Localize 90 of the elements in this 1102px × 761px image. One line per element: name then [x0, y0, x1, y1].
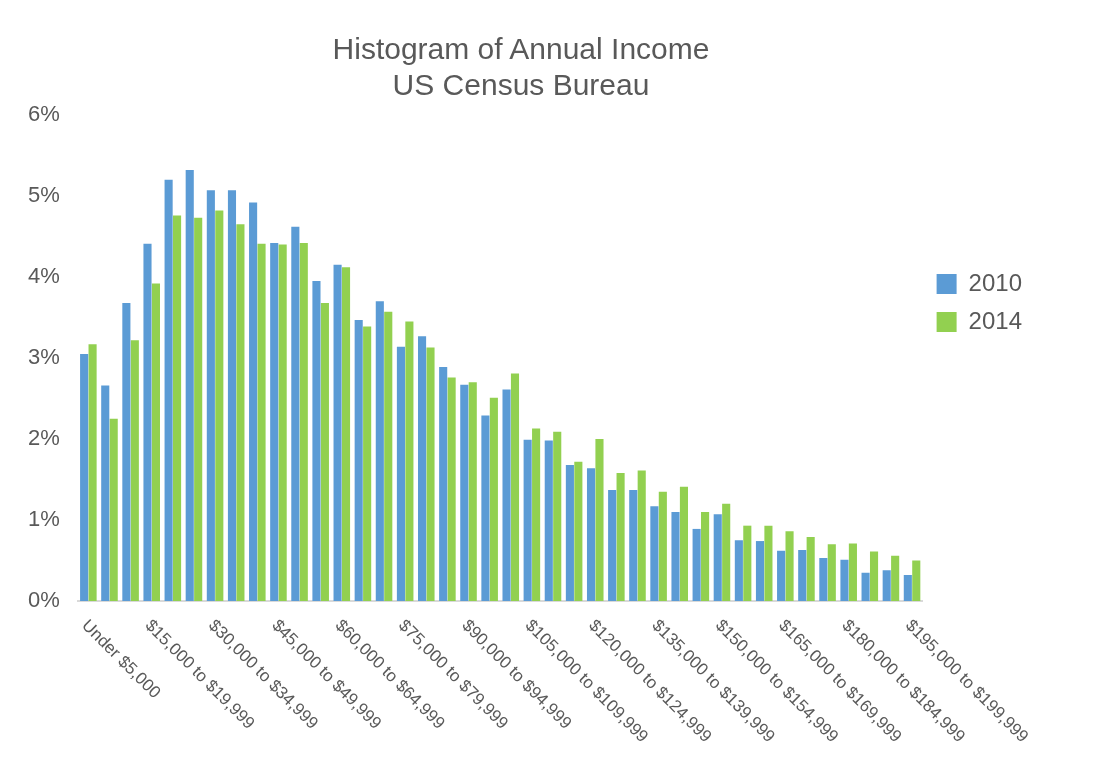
- bar: [510, 373, 520, 601]
- bar: [734, 540, 743, 601]
- y-tick-label: 3%: [28, 344, 60, 370]
- legend-label: 2014: [968, 306, 1022, 334]
- bar: [785, 531, 794, 601]
- bar: [701, 511, 710, 601]
- bar: [185, 170, 194, 601]
- bar: [869, 551, 879, 601]
- bar: [608, 490, 617, 601]
- bar: [722, 503, 731, 601]
- bar: [354, 319, 363, 601]
- bar: [405, 321, 414, 601]
- bar: [755, 541, 765, 601]
- bar: [713, 514, 722, 601]
- bar: [671, 511, 680, 601]
- bar: [151, 283, 160, 601]
- y-tick-label: 6%: [28, 101, 60, 127]
- bar: [468, 382, 477, 601]
- bar: [143, 243, 152, 601]
- bar: [206, 190, 215, 601]
- bar: [88, 344, 97, 601]
- y-tick-label: 1%: [28, 506, 60, 532]
- bar: [270, 242, 279, 601]
- bar: [460, 384, 469, 601]
- bar: [586, 468, 596, 601]
- bar: [489, 397, 498, 601]
- bar: [426, 347, 435, 601]
- bar: [227, 190, 237, 601]
- bar: [544, 440, 553, 601]
- bar: [291, 226, 300, 601]
- bar: [101, 385, 110, 601]
- bar: [565, 464, 574, 601]
- bar: [384, 311, 393, 601]
- bar: [320, 302, 329, 601]
- bar: [764, 525, 773, 601]
- bar: [692, 528, 701, 601]
- bar: [194, 217, 203, 601]
- bar: [903, 575, 912, 601]
- legend-label: 2010: [968, 268, 1022, 296]
- y-tick-label: 0%: [28, 587, 60, 613]
- bar: [396, 346, 405, 601]
- bar: [164, 179, 173, 601]
- bar: [481, 415, 490, 601]
- chart-title: Histogram of Annual Income US Census Bureau: [332, 32, 710, 102]
- bar: [532, 428, 541, 601]
- bar: [806, 537, 815, 601]
- bar: [840, 559, 849, 601]
- bar: [257, 243, 266, 601]
- bar: [502, 389, 511, 601]
- bar: [278, 244, 287, 601]
- bar: [882, 570, 891, 601]
- bar: [130, 340, 139, 601]
- bar: [861, 572, 870, 601]
- bar: [819, 558, 828, 601]
- bar: [848, 543, 857, 601]
- bar: [798, 549, 807, 601]
- bar: [912, 560, 921, 601]
- bar: [679, 486, 689, 601]
- bar: [523, 439, 532, 601]
- bar: [375, 301, 384, 601]
- bar: [249, 202, 258, 601]
- bar: [595, 439, 604, 601]
- bar: [574, 461, 583, 601]
- bar: [109, 418, 118, 601]
- bar: [616, 473, 625, 601]
- bar: [658, 491, 667, 601]
- bar: [777, 550, 786, 601]
- y-tick-label: 4%: [28, 263, 60, 289]
- bar: [629, 490, 638, 601]
- bar: [447, 377, 456, 601]
- y-tick-label: 5%: [28, 182, 60, 208]
- bar: [637, 470, 646, 601]
- y-tick-label: 2%: [28, 425, 60, 451]
- bar: [341, 267, 351, 601]
- bar: [312, 281, 321, 601]
- bar: [299, 242, 308, 601]
- bar: [80, 353, 89, 601]
- bar: [650, 506, 659, 601]
- bar: [122, 302, 131, 601]
- bar: [743, 525, 752, 601]
- bar: [236, 224, 245, 601]
- bar: [553, 431, 562, 601]
- bar: [173, 215, 182, 601]
- bar: [891, 555, 900, 601]
- bar: [363, 326, 372, 601]
- bar: [215, 210, 224, 601]
- bar: [827, 544, 836, 601]
- bar: [333, 264, 342, 601]
- bar: [439, 366, 448, 601]
- bar: [418, 336, 427, 601]
